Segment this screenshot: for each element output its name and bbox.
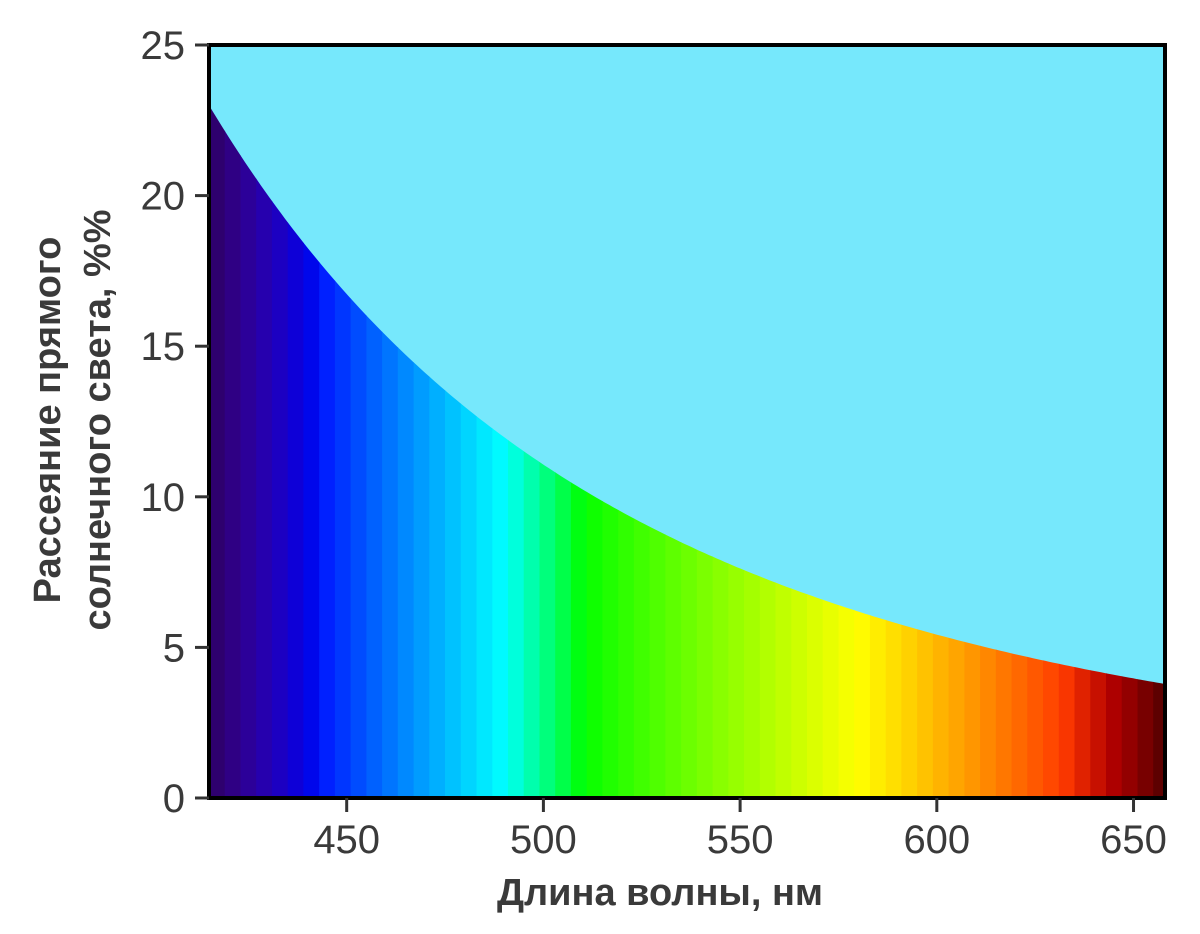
y-tick-label: 15 [141,325,186,369]
y-tick-label: 5 [163,626,185,670]
y-axis-title-line-1: Рассеяние прямого [27,237,69,604]
spectrum-band [303,105,320,798]
spectrum-band [287,105,304,798]
x-axis-title: Длина волны, нм [497,872,823,914]
y-tick-label: 25 [141,24,186,68]
y-axis-title: Рассеяние прямого солнечного света, %% [27,209,119,630]
y-tick-label: 10 [141,476,186,520]
spectrum-band [271,105,289,798]
spectrum-band [240,105,257,798]
y-tick-label: 0 [163,777,185,821]
y-axis-title-line-2: солнечного света, %% [77,209,119,630]
x-tick-label: 550 [707,818,774,862]
x-tick-label: 450 [313,818,380,862]
x-tick-label: 650 [1100,818,1167,862]
spectrum-band [319,105,336,798]
y-axis: 0 5 10 15 20 25 [141,24,209,821]
x-tick-label: 500 [510,818,577,862]
y-tick-label: 20 [141,175,186,219]
x-axis: 450 500 550 600 650 [313,798,1167,862]
plot-frame [207,43,1167,800]
spectrum-band [224,105,241,798]
spectrum-band [256,105,273,798]
plot-area [209,45,1165,798]
spectrum-band [209,105,226,798]
x-tick-label: 600 [903,818,970,862]
